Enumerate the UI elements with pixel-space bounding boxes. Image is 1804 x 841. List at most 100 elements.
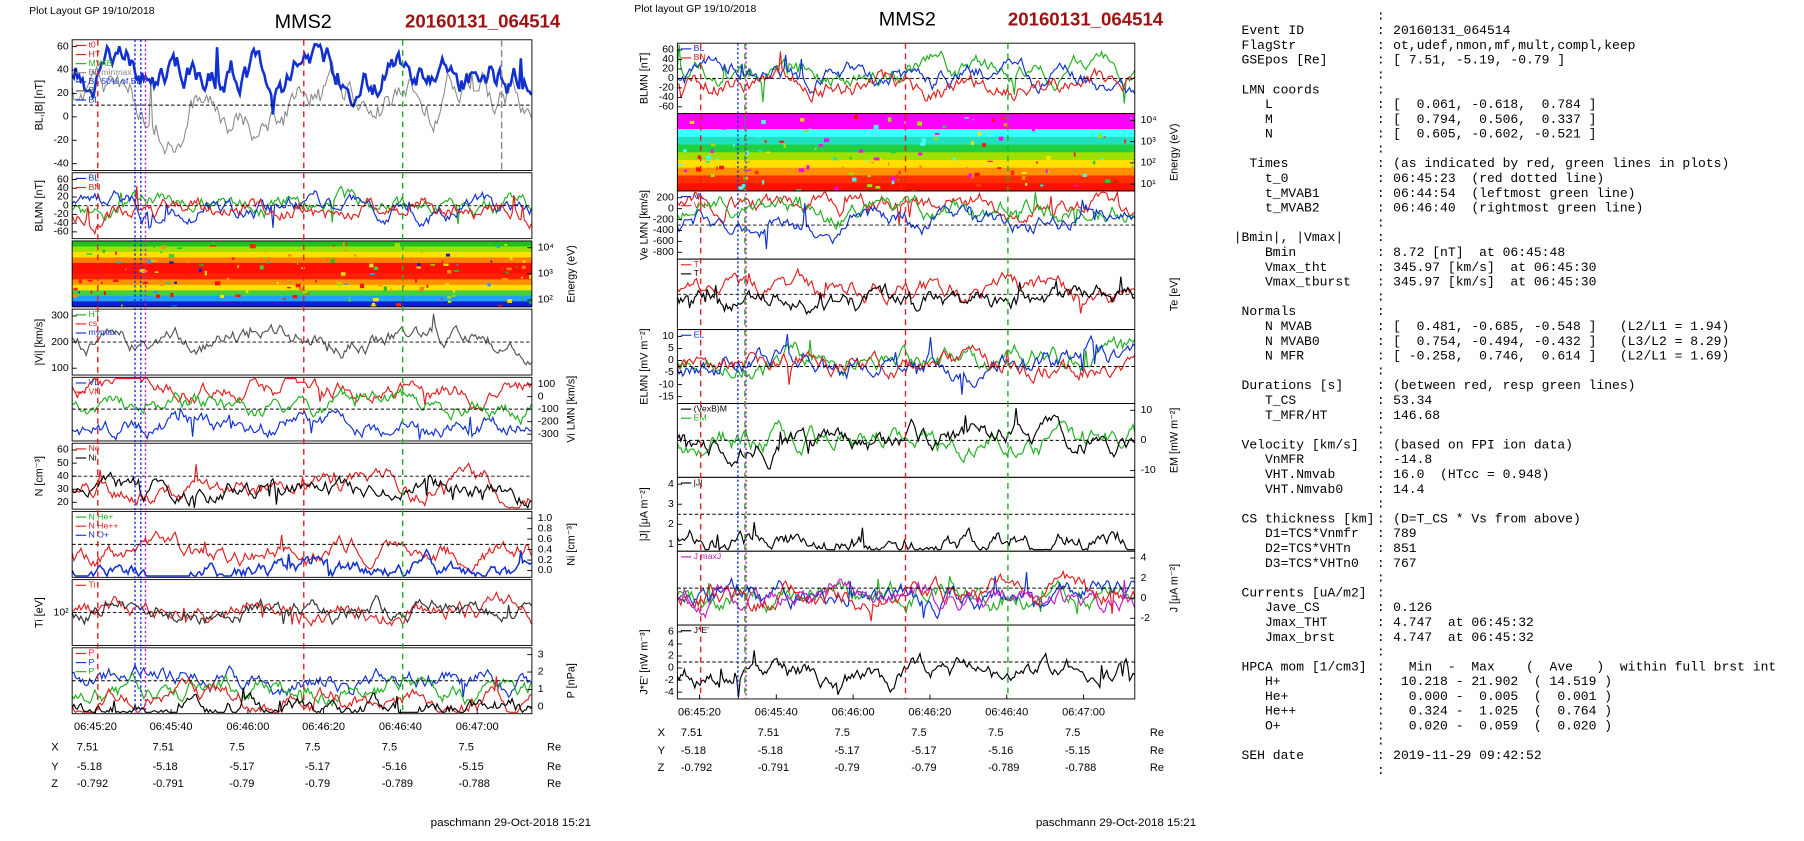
trace	[72, 407, 532, 441]
x-tick-label: 06:46:40	[379, 721, 422, 733]
y-tick-label: 60	[57, 445, 69, 456]
spectrogram-speck	[1082, 173, 1087, 177]
spectrogram-speck	[511, 285, 517, 289]
position-value: -0.789	[988, 762, 1019, 774]
legend-label: Ni	[88, 452, 96, 462]
spectrogram-speck	[709, 153, 714, 156]
spectrogram-speck	[529, 274, 532, 279]
position-value: -5.16	[382, 761, 407, 773]
info-key: Currents [uA/m2]	[1234, 585, 1367, 600]
spectrogram-speck	[496, 245, 500, 249]
info-key: |Bmin|, |Vmax|	[1234, 230, 1343, 245]
info-key: O+	[1234, 719, 1281, 734]
spectrogram-speck	[298, 266, 304, 268]
spectrogram-speck	[1036, 161, 1039, 164]
legend-label: N He+	[88, 511, 113, 521]
spectrogram-speck	[447, 296, 452, 299]
y-axis-label: EM [mW m⁻²]	[1168, 408, 1180, 474]
position-value: -5.17	[834, 745, 859, 757]
spectrogram-speck	[904, 121, 906, 124]
info-key: Bmin	[1234, 245, 1297, 260]
position-value: -5.18	[758, 745, 783, 757]
spectrogram-speck	[505, 271, 509, 274]
spectrogram-speck	[116, 261, 122, 264]
legend-label: BL minmax	[88, 67, 132, 77]
y-axis-label: BL,|B| [nT]	[33, 80, 45, 131]
trace	[72, 676, 532, 714]
spectrogram-speck	[808, 128, 812, 133]
spectrogram-speck	[383, 286, 387, 291]
legend-label: BL	[694, 43, 705, 53]
spectrogram-speck	[452, 290, 456, 293]
x-tick-label: 06:46:00	[226, 721, 269, 733]
legend-label: J maxJ	[694, 551, 722, 561]
spectrogram-speck	[1032, 127, 1035, 132]
x-tick-label: 06:45:20	[74, 721, 117, 733]
spectrogram-speck	[891, 176, 896, 181]
spectrogram-speck	[761, 120, 766, 124]
info-key: LMN coords	[1234, 82, 1320, 97]
spectrogram-speck	[1021, 176, 1026, 180]
info-key: CS thickness [km]	[1234, 512, 1375, 527]
x-tick-label: 06:45:40	[150, 721, 193, 733]
separator: :	[1377, 645, 1385, 660]
spectrogram-speck	[865, 159, 867, 162]
y-tick-label: 2	[668, 519, 674, 530]
spectrogram-speck	[103, 291, 106, 296]
y-tick-label: 4	[668, 639, 674, 650]
spectrogram-speck	[220, 294, 224, 299]
spectrogram-speck	[344, 283, 349, 285]
spectrogram-speck	[267, 261, 270, 264]
spectrogram-speck	[445, 283, 450, 286]
y-tick-label: 2	[668, 651, 674, 662]
panel-content	[72, 462, 532, 510]
info-value: 0.324 - 1.025 ( 0.764 )	[1393, 704, 1612, 719]
plot-header: Plot layout GP 19/10/2018	[634, 4, 756, 15]
y-tick-label: 2	[1141, 573, 1147, 584]
spectrogram-speck	[507, 299, 512, 303]
position-value: -5.18	[681, 745, 706, 757]
event-id: 20160131_064514	[1008, 8, 1164, 29]
spectrogram-speck	[373, 297, 379, 302]
spectrogram-speck	[818, 144, 823, 147]
spectrogram-speck	[276, 282, 279, 284]
spectrogram-speck	[115, 251, 117, 255]
panel-content	[72, 530, 532, 578]
x-tick-label: 06:45:40	[755, 707, 798, 719]
spectrogram-speck	[721, 124, 726, 127]
y-axis-label: N [cm⁻³]	[33, 456, 45, 496]
y-tick-label: 5	[668, 343, 674, 354]
spectrogram-speck	[1006, 162, 1011, 166]
info-key: D1=TCS*Vnmfr	[1234, 526, 1359, 541]
y-tick-label: 0	[668, 203, 674, 214]
x-tick-label: 06:46:00	[832, 707, 875, 719]
spectrogram-speck	[964, 117, 970, 119]
spectrogram-band	[677, 136, 1135, 146]
info-value: 53.34	[1393, 393, 1432, 408]
separator: :	[1377, 571, 1385, 586]
separator: :	[1377, 112, 1385, 127]
y-tick-label: 10³	[538, 269, 554, 280]
footer: paschmann 29-Oct-2018 15:21	[1036, 817, 1196, 829]
spectrogram-speck	[426, 284, 429, 288]
info-value: 0.000 - 0.005 ( 0.001 )	[1393, 689, 1612, 704]
trace	[72, 462, 532, 509]
spectrogram-speck	[1000, 116, 1006, 120]
spectrogram-speck	[696, 167, 702, 172]
spectrogram-speck	[934, 136, 938, 141]
info-value: 767	[1393, 556, 1416, 571]
info-value: 0.126	[1393, 600, 1432, 615]
spectrogram-speck	[968, 173, 972, 178]
info-key: Jave_CS	[1234, 600, 1320, 615]
spectrogram-speck	[758, 149, 764, 152]
legend-label: t0	[88, 40, 95, 50]
spectrogram-speck	[803, 130, 810, 133]
spectrogram-speck	[721, 128, 727, 130]
spectrogram-speck	[863, 122, 866, 127]
trace	[677, 192, 1135, 231]
legend-label: BN	[694, 52, 706, 62]
panel-content	[72, 240, 532, 307]
info-value: Min - Max ( Ave ) within full brst int	[1393, 659, 1776, 674]
spectrogram-speck	[867, 162, 872, 166]
y-tick-label: 0	[668, 355, 674, 366]
